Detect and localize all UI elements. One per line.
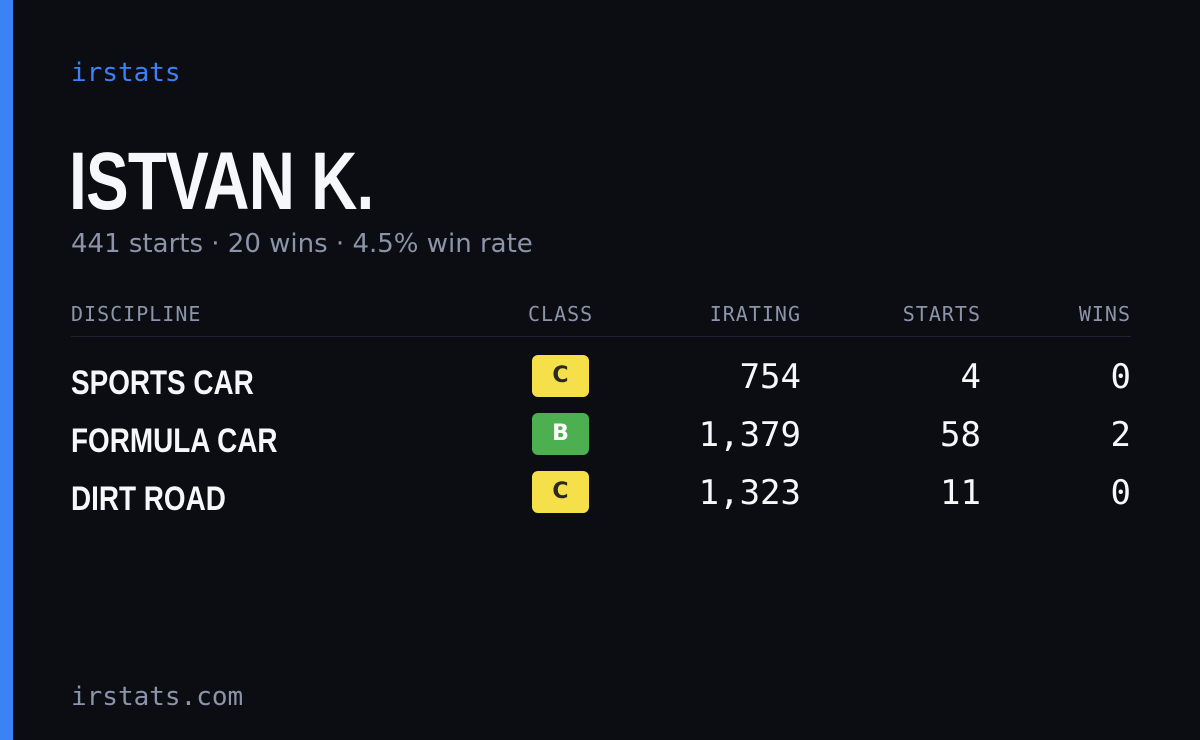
footer-url[interactable]: irstats.com: [71, 682, 244, 712]
accent-bar: [0, 0, 13, 740]
header-irating: IRATING: [709, 302, 801, 326]
class-badge: C: [532, 355, 589, 397]
starts-cell: 4: [960, 357, 981, 397]
discipline-cell: DIRT ROAD: [71, 480, 226, 518]
header-class: CLASS: [528, 302, 594, 326]
wins-cell: 0: [1110, 473, 1131, 513]
driver-summary: 441 starts · 20 wins · 4.5% win rate: [71, 229, 533, 259]
brand-logo-text[interactable]: irstats: [71, 58, 181, 88]
table-row: SPORTS CAR C 754 4 0: [71, 353, 1131, 411]
starts-cell: 11: [940, 473, 981, 513]
class-badge: B: [532, 413, 589, 455]
starts-cell: 58: [940, 415, 981, 455]
discipline-cell: FORMULA CAR: [71, 422, 278, 460]
table-row: DIRT ROAD C 1,323 11 0: [71, 469, 1131, 527]
irating-cell: 1,379: [698, 415, 801, 455]
discipline-cell: SPORTS CAR: [71, 364, 254, 402]
header-discipline: DISCIPLINE: [71, 302, 202, 326]
header-starts: STARTS: [902, 302, 981, 326]
wins-cell: 0: [1110, 357, 1131, 397]
table-body: SPORTS CAR C 754 4 0 FORMULA CAR B 1,379…: [71, 337, 1131, 527]
irating-cell: 754: [739, 357, 801, 397]
wins-cell: 2: [1110, 415, 1131, 455]
driver-name: ISTVAN K.: [69, 136, 374, 227]
class-badge: C: [532, 471, 589, 513]
header-wins: WINS: [1078, 302, 1131, 326]
table-row: FORMULA CAR B 1,379 58 2: [71, 411, 1131, 469]
table-header: DISCIPLINE CLASS IRATING STARTS WINS: [71, 296, 1131, 337]
irating-cell: 1,323: [698, 473, 801, 513]
stats-table: DISCIPLINE CLASS IRATING STARTS WINS SPO…: [71, 296, 1131, 527]
